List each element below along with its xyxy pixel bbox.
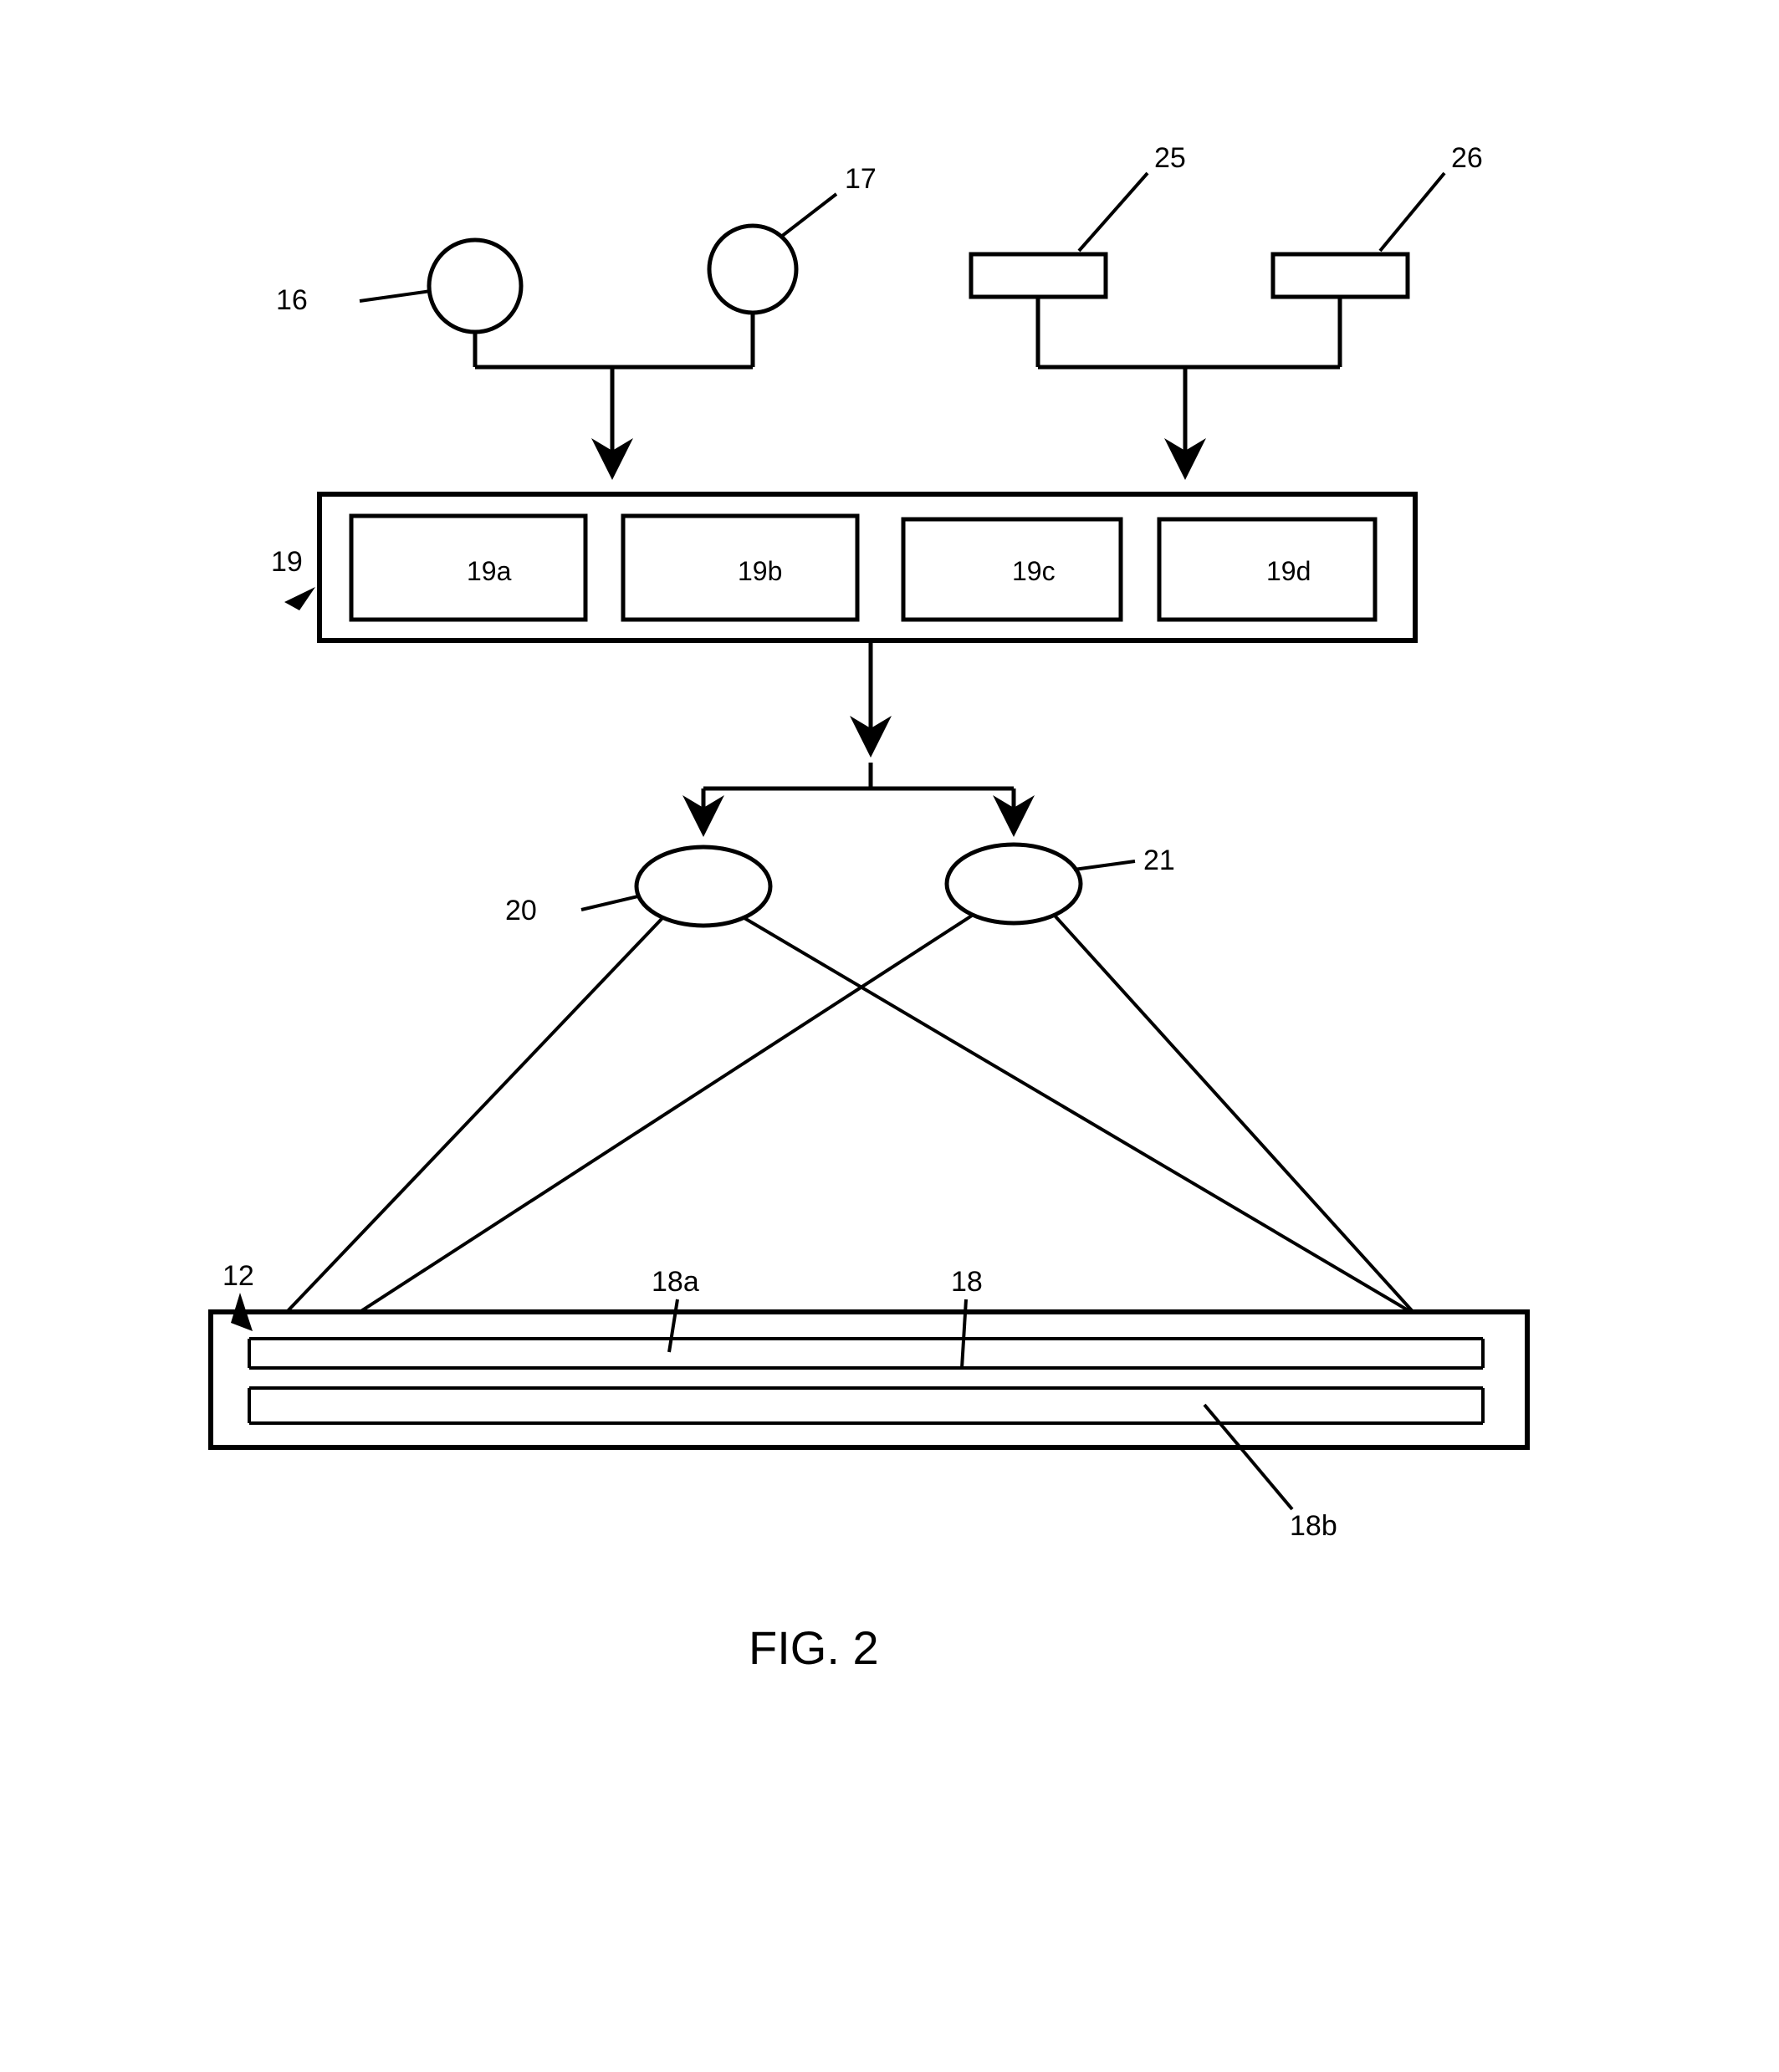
- label-19a: 19a: [467, 556, 512, 586]
- ray: [744, 918, 1479, 1352]
- label-18: 18: [951, 1266, 983, 1298]
- node-rect-25: [971, 254, 1106, 297]
- label-21: 21: [1143, 845, 1175, 876]
- leader-25: [1079, 173, 1148, 251]
- label-26: 26: [1451, 142, 1483, 174]
- leader-20: [581, 896, 638, 910]
- label-19d: 19d: [1266, 556, 1311, 586]
- label-18b: 18b: [1290, 1510, 1337, 1542]
- leader-16: [360, 291, 431, 301]
- label-17: 17: [845, 163, 877, 195]
- ray: [251, 918, 662, 1350]
- node-circle-16: [429, 240, 521, 332]
- label-20: 20: [505, 895, 537, 926]
- figure-label: FIG. 2: [749, 1621, 879, 1674]
- label-16: 16: [276, 284, 308, 316]
- node-circle-17: [709, 226, 796, 313]
- label-19b: 19b: [738, 556, 782, 586]
- node-container-12: [211, 1312, 1527, 1447]
- node-rect-26: [1273, 254, 1408, 297]
- leader-17: [781, 194, 836, 237]
- pointer-19: [284, 587, 315, 610]
- node-ellipse-21: [947, 845, 1081, 923]
- label-25: 25: [1154, 142, 1186, 174]
- diagram-figure-2: 16 17 25 26 19 19a 19b 19c 19d 20 21: [0, 0, 1779, 2072]
- leader-26: [1380, 173, 1444, 251]
- label-12: 12: [222, 1260, 254, 1292]
- leader-21: [1074, 861, 1135, 870]
- node-ellipse-20: [636, 847, 770, 926]
- label-18a: 18a: [652, 1266, 699, 1298]
- label-19: 19: [271, 546, 303, 578]
- label-19c: 19c: [1012, 556, 1056, 586]
